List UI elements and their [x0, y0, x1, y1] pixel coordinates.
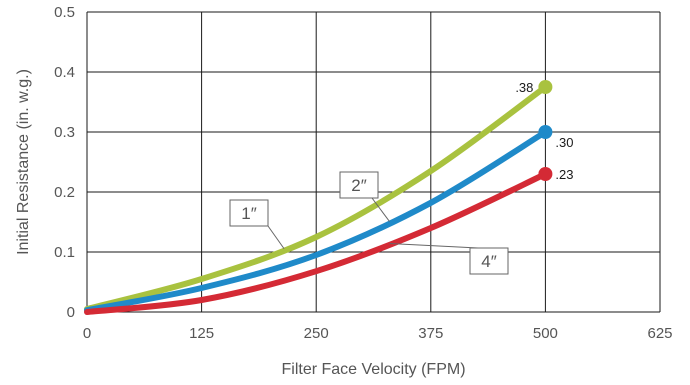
x-tick-label: 125 — [189, 325, 214, 342]
x-tick-label: 250 — [304, 325, 329, 342]
y-tick-label: 0 — [67, 304, 75, 321]
series-line-1 — [84, 84, 549, 312]
series-line-3 — [84, 171, 549, 315]
callout-leader-1 — [267, 225, 285, 250]
y-tick-label: 0.1 — [54, 244, 75, 261]
series-end-markers: .38 .30 .23 — [515, 80, 573, 182]
grid-lines — [86, 11, 661, 313]
series-lines — [84, 84, 549, 315]
series-end-marker-2 — [538, 125, 553, 139]
series-callouts: 1″ 2″ 4″ — [229, 171, 509, 275]
y-tick-labels: 0 0.1 0.2 0.3 0.4 0.5 — [54, 4, 75, 321]
series-name-label: 1″ — [241, 204, 256, 223]
series-end-label: .38 — [515, 80, 533, 95]
callout-box-2 — [339, 171, 379, 199]
series-end-marker-3 — [538, 167, 553, 181]
series-name-label: 2″ — [351, 176, 366, 195]
callout-box-3 — [469, 247, 509, 275]
y-tick-label: 0.4 — [54, 64, 75, 81]
x-tick-label: 0 — [83, 325, 91, 342]
x-tick-label: 500 — [533, 325, 558, 342]
callout-box-1 — [229, 199, 269, 227]
x-tick-label: 375 — [418, 325, 443, 342]
y-tick-label: 0.5 — [54, 4, 75, 21]
x-tick-label: 625 — [647, 325, 672, 342]
series-end-marker-1 — [538, 80, 553, 94]
y-tick-label: 0.2 — [54, 184, 75, 201]
y-tick-label: 0.3 — [54, 124, 75, 141]
x-tick-labels: 0 125 250 375 500 625 — [83, 325, 673, 342]
callout-leader-3 — [389, 243, 479, 249]
series-line-2 — [84, 129, 549, 314]
series-end-label: .30 — [555, 135, 573, 150]
y-axis-title: Initial Resistance (in. w.g.) — [15, 69, 32, 255]
x-axis-title: Filter Face Velocity (FPM) — [281, 361, 465, 378]
callout-leader-2 — [371, 197, 390, 222]
series-end-label: .23 — [555, 167, 573, 182]
series-name-label: 4″ — [481, 252, 496, 271]
